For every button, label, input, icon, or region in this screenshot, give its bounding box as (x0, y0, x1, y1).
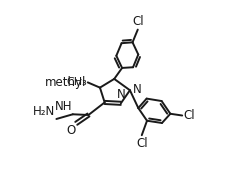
Text: Cl: Cl (184, 109, 195, 122)
Text: Cl: Cl (132, 15, 144, 28)
Text: CH₃: CH₃ (66, 77, 87, 87)
Text: O: O (66, 124, 75, 137)
Text: H₂N: H₂N (33, 105, 56, 118)
Text: N: N (117, 88, 126, 101)
Text: Cl: Cl (136, 137, 148, 150)
Text: methyl: methyl (45, 76, 86, 89)
Text: N: N (133, 83, 141, 96)
Text: NH: NH (54, 100, 72, 113)
